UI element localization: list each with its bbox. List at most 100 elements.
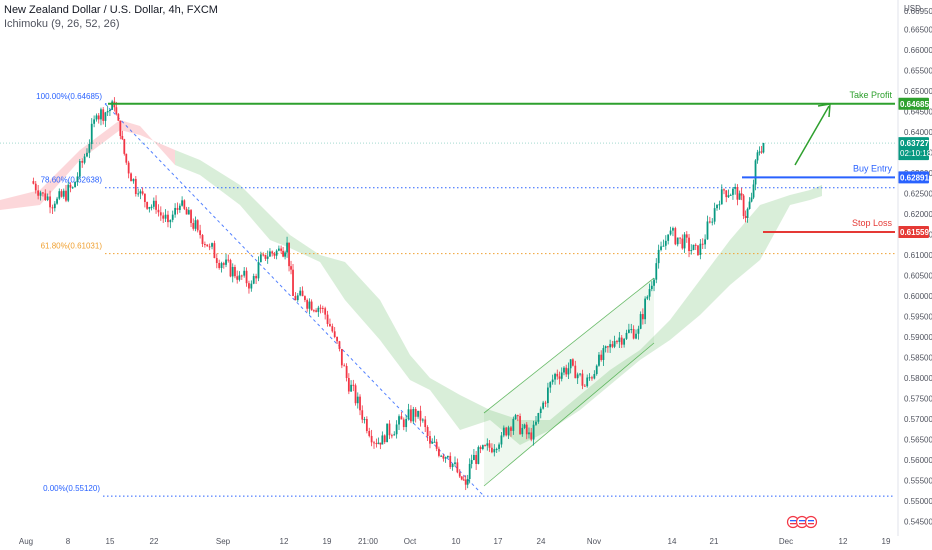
ichimoku-cloud-segment: [290, 235, 320, 262]
candle-body: [252, 276, 255, 284]
candle-body: [269, 251, 271, 257]
candle-body: [62, 190, 65, 197]
candle-body: [414, 408, 417, 417]
candle-body: [169, 219, 172, 223]
candle-body: [381, 435, 384, 445]
candle-body: [623, 338, 626, 345]
candle-body: [159, 212, 162, 216]
candle-body: [549, 382, 552, 388]
candle-body: [368, 431, 371, 436]
x-tick-label: 19: [323, 537, 332, 546]
candle-body: [150, 206, 153, 208]
candle-body: [565, 367, 568, 375]
candle-body: [609, 344, 612, 348]
candles: [32, 97, 765, 491]
candle-body: [220, 263, 223, 268]
candle-body: [692, 244, 695, 251]
candle-body: [664, 240, 667, 246]
x-tick-label: 12: [839, 537, 848, 546]
candle-body: [390, 435, 393, 437]
candle-body: [639, 314, 642, 329]
candle-body: [229, 260, 232, 277]
candle-body: [736, 187, 739, 200]
x-tick-label: Dec: [779, 537, 793, 546]
channel-upper-line: [483, 277, 655, 414]
candle-body: [106, 111, 109, 113]
candle-body: [143, 193, 146, 202]
candle-body: [620, 337, 623, 345]
candle-body: [641, 314, 644, 320]
candle-body: [88, 144, 91, 153]
candle-body: [493, 449, 496, 453]
candle-body: [495, 448, 498, 450]
candle-body: [51, 207, 54, 209]
candle-body: [711, 221, 714, 223]
candle-body: [681, 238, 684, 249]
candle-body: [111, 101, 114, 110]
channel-lower-line: [483, 342, 655, 487]
candle-body: [49, 196, 51, 208]
candle-body: [243, 270, 246, 276]
candle-body: [44, 193, 47, 201]
candle-body: [361, 410, 364, 420]
candle-body: [333, 331, 336, 337]
candle-body: [176, 207, 179, 210]
candle-body: [37, 190, 40, 196]
candle-body: [331, 326, 334, 332]
candle-body: [519, 416, 521, 435]
candle-body: [440, 455, 443, 457]
candle-body: [356, 396, 359, 404]
candle-body: [206, 244, 209, 247]
candle-body: [750, 197, 753, 202]
candle-body: [315, 310, 317, 312]
candle-body: [632, 329, 635, 339]
candle-body: [250, 283, 253, 289]
candle-body: [758, 151, 761, 153]
candle-body: [419, 410, 422, 421]
candle-body: [644, 298, 647, 320]
candle-body: [593, 374, 596, 379]
candle-body: [152, 200, 155, 207]
candle-body: [386, 423, 389, 443]
ichimoku-cloud-segment: [0, 190, 40, 210]
candle-body: [514, 415, 517, 420]
y-tick-label: 0.61000: [904, 251, 932, 260]
ichimoku-cloud-segment: [730, 205, 760, 285]
candle-body: [542, 402, 545, 409]
candle-body: [442, 455, 445, 459]
candle-body: [697, 245, 699, 255]
candle-body: [606, 346, 609, 348]
candle-body: [398, 416, 400, 425]
y-tick-label: 0.60000: [904, 292, 932, 301]
candle-body: [685, 234, 688, 238]
candle-body: [556, 373, 559, 377]
y-tick-label: 0.55000: [904, 497, 932, 506]
candle-body: [102, 109, 105, 121]
candle-body: [528, 432, 530, 435]
candle-body: [393, 434, 396, 436]
candle-body: [354, 385, 357, 404]
candle-body: [462, 479, 465, 481]
candle-body: [595, 365, 598, 375]
level-label: Buy Entry: [853, 163, 893, 173]
candle-body: [294, 295, 297, 301]
candle-body: [162, 215, 165, 219]
candle-body: [611, 344, 614, 347]
candle-body: [83, 156, 86, 163]
x-tick-label: Aug: [19, 537, 33, 546]
candle-body: [602, 348, 605, 360]
candle-body: [637, 328, 640, 334]
candle-body: [119, 120, 122, 136]
candle-body: [653, 279, 655, 286]
candle-body: [716, 204, 718, 209]
candle-body: [525, 424, 528, 435]
candle-body: [674, 228, 677, 245]
candle-body: [746, 208, 749, 219]
candle-body: [74, 181, 76, 188]
candle-body: [754, 160, 757, 185]
candle-body: [512, 419, 515, 431]
y-tick-label: 0.64000: [904, 128, 932, 137]
flag-stripe: [799, 520, 805, 522]
candle-body: [225, 259, 227, 265]
